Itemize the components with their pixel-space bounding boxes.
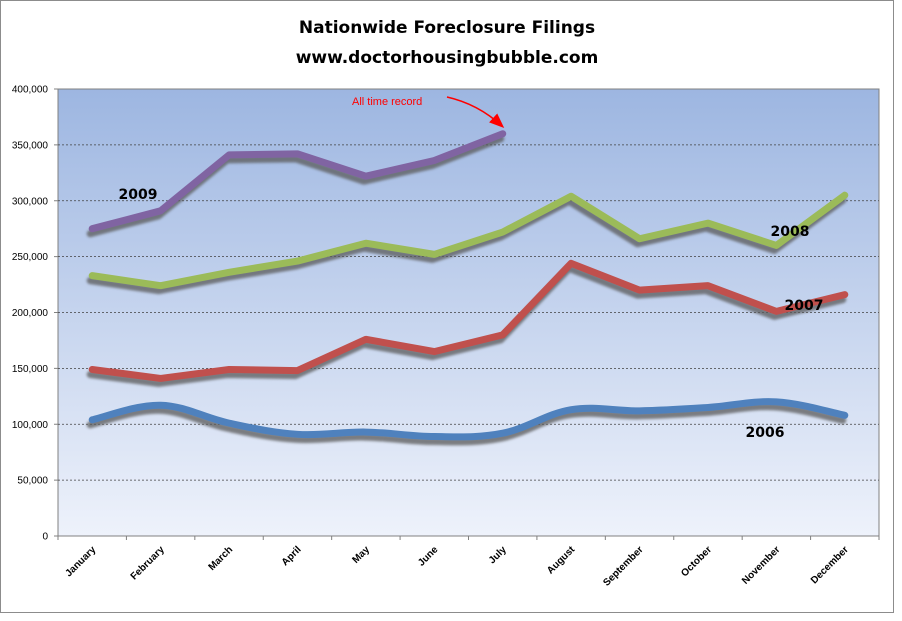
x-tick-label: May xyxy=(350,544,372,566)
series-shadow-2006 xyxy=(86,403,847,446)
y-tick-label: 200,000 xyxy=(12,308,49,319)
y-tick-label: 0 xyxy=(42,532,48,543)
x-tick-label: March xyxy=(207,544,236,573)
y-tick-label: 300,000 xyxy=(12,196,49,207)
x-tick-label: April xyxy=(280,544,304,568)
annotation-arrow xyxy=(446,96,505,129)
x-tick-label: June xyxy=(416,544,441,569)
x-tick-label: November xyxy=(740,544,782,586)
y-tick-label: 400,000 xyxy=(12,85,49,96)
series-shadow-2007 xyxy=(86,264,847,387)
y-tick-label: 50,000 xyxy=(17,476,48,487)
y-tick-label: 250,000 xyxy=(12,252,49,263)
x-axis: January February March April May June July Augu… xyxy=(57,536,880,589)
y-tick-label: 100,000 xyxy=(12,420,49,431)
x-tick-label: September xyxy=(601,544,645,588)
y-tick-label: 150,000 xyxy=(12,364,49,375)
x-tick-label: October xyxy=(679,544,714,579)
series-shadow-2009 xyxy=(86,135,505,238)
y-axis: 0 50,000 100,000 150,000 200,000 250,000 300,0… xyxy=(12,85,58,543)
x-tick-label: December xyxy=(809,544,851,586)
series-shadow-2008 xyxy=(86,196,847,295)
chart-subtitle: www.doctorhousingbubble.com xyxy=(295,48,599,68)
series-line-2006 xyxy=(88,398,849,441)
series-label-2006: 2006 xyxy=(746,425,785,441)
series-lines xyxy=(86,130,849,446)
x-tick-label: February xyxy=(129,544,167,582)
series-label-2009: 2009 xyxy=(119,187,158,203)
series-label-2008: 2008 xyxy=(771,224,810,240)
record-annotation: All time record xyxy=(352,96,505,129)
series-labels: 2009 2008 2007 2006 xyxy=(119,187,824,441)
series-line-2009 xyxy=(88,130,507,233)
x-tick-label: August xyxy=(545,544,578,577)
series-line-2007 xyxy=(88,259,849,382)
series-line-2008 xyxy=(88,191,849,290)
y-tick-label: 350,000 xyxy=(12,140,49,151)
x-tick-label: January xyxy=(63,544,98,579)
x-tick-label: July xyxy=(487,544,509,566)
annotation-text: All time record xyxy=(352,96,422,108)
gridlines xyxy=(58,144,879,481)
series-label-2007: 2007 xyxy=(785,298,824,314)
chart-title: Nationwide Foreclosure Filings xyxy=(298,18,596,38)
